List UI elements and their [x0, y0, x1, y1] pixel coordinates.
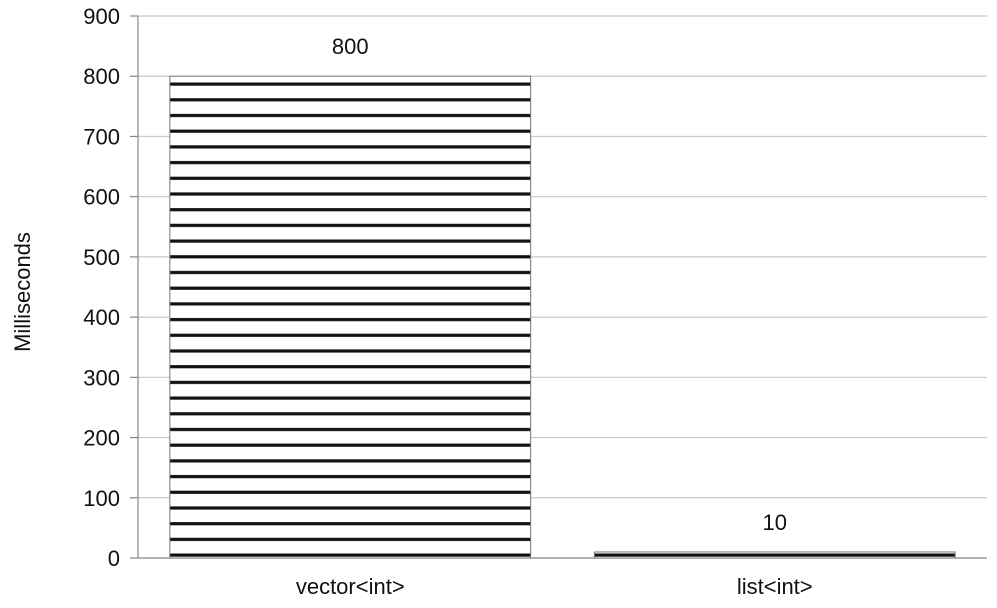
y-tick-label: 300	[83, 365, 120, 390]
y-tick-label: 500	[83, 245, 120, 270]
labels: 0 100 200 300 400 500 600 700 800 900 vector<int> 8…	[83, 4, 812, 599]
y-axis-label: Milliseconds	[10, 232, 35, 352]
data-label: 800	[332, 34, 369, 59]
y-tick-label: 700	[83, 124, 120, 149]
y-tick-label: 800	[83, 64, 120, 89]
data-label: 10	[763, 510, 787, 535]
y-tick-label: 600	[83, 185, 120, 210]
y-tick-label: 400	[83, 305, 120, 330]
y-tick-label: 200	[83, 426, 120, 451]
x-tick-label: vector<int>	[296, 574, 405, 599]
y-tick-label: 900	[83, 4, 120, 29]
y-tick-label: 100	[83, 486, 120, 511]
bars	[169, 75, 956, 559]
x-tick-label: list<int>	[737, 574, 813, 599]
y-tick-label: 0	[108, 546, 120, 571]
bar-2	[593, 551, 956, 559]
bar-1	[169, 75, 532, 559]
